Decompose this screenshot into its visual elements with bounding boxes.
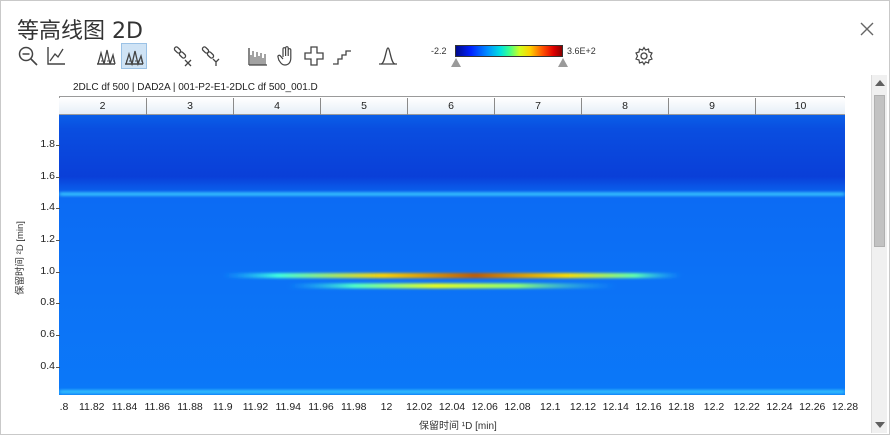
file-label: 2DLC df 500 | DAD2A | 001-P2-E1-2DLC df … [59, 79, 845, 97]
x-tick-label: 11.88 [177, 401, 203, 413]
colorbar-max-slider[interactable] [558, 58, 568, 67]
segment-cell: 2 [59, 98, 147, 115]
heatmap-band [59, 389, 845, 394]
y-tick-mark [56, 303, 60, 305]
segment-cell: 3 [147, 98, 234, 115]
segment-cell: 7 [495, 98, 582, 115]
y-tick-mark [56, 176, 60, 178]
peaks-icon[interactable] [93, 43, 119, 69]
settings-icon[interactable] [631, 43, 657, 69]
y-tick-mark [56, 334, 60, 336]
close-icon[interactable] [859, 21, 875, 37]
y-tick-label: 0.6 [40, 327, 55, 340]
y-tick-mark [56, 145, 60, 147]
x-tick-label: 11.98 [341, 401, 367, 413]
x-tick-label: 12.26 [799, 401, 826, 413]
x-tick-label: 11.96 [308, 401, 334, 413]
y-tick-mark [56, 239, 60, 241]
peaks-selected-icon[interactable] [121, 43, 147, 69]
x-tick-label: 12.12 [569, 401, 597, 413]
cross-icon[interactable] [301, 43, 327, 69]
x-tick-label: 12.22 [733, 401, 760, 413]
x-tick-label: 12.28 [831, 401, 859, 413]
peak-shape-icon[interactable] [375, 43, 401, 69]
y-tick-label: 0.4 [40, 359, 55, 372]
y-tick-mark [56, 366, 60, 368]
x-tick-label: 11.9 [212, 401, 233, 413]
colorbar-min-slider[interactable] [451, 58, 461, 67]
scroll-up-icon[interactable] [875, 80, 885, 86]
x-tick-label: 11.92 [242, 401, 269, 413]
vertical-scrollbar[interactable] [871, 75, 887, 433]
x-tick-label: 12.1 [540, 401, 561, 413]
window-title: 等高线图 2D [17, 19, 143, 44]
spectrum-icon[interactable] [245, 43, 271, 69]
x-tick-label: 12.14 [602, 401, 629, 413]
heatmap[interactable] [59, 115, 845, 395]
link-x-icon[interactable] [169, 43, 195, 69]
scroll-down-icon[interactable] [875, 422, 885, 428]
axis-chart-icon[interactable] [43, 43, 69, 69]
y-tick-label: 1.0 [40, 264, 55, 277]
x-tick-label: 12.18 [668, 401, 695, 413]
y-tick-label: 1.4 [40, 201, 55, 214]
y-tick-label: 1.2 [40, 232, 55, 245]
zoom-out-icon[interactable] [15, 43, 41, 69]
step-icon[interactable] [329, 43, 355, 69]
segment-cell: 6 [408, 98, 495, 115]
colorbar-max-label: 3.6E+2 [567, 46, 596, 56]
segment-cell: 8 [582, 98, 669, 115]
toolbar [15, 43, 715, 71]
x-tick-label: 12.2 [703, 401, 725, 413]
x-tick-label: 12.04 [438, 401, 466, 413]
link-y-icon[interactable] [197, 43, 223, 69]
x-axis-label: 保留时间 ¹D [min] [419, 421, 497, 432]
x-tick-label: 12.16 [635, 401, 662, 413]
segment-cell: 5 [321, 98, 408, 115]
segment-cell: 4 [234, 98, 321, 115]
x-tick-label: 11.86 [144, 401, 171, 413]
segment-cell: 9 [669, 98, 756, 115]
x-tick-label: 12.08 [504, 401, 531, 413]
y-tick-label: 1.6 [40, 169, 55, 182]
y-tick-mark [56, 271, 60, 273]
y-tick-label: 1.8 [40, 138, 55, 151]
x-tick-label: 12 [380, 401, 393, 413]
heatmap-background [59, 115, 845, 395]
x-tick-label: 12.24 [766, 401, 793, 413]
y-axis-label: 保留时间 ²D [min] [15, 221, 26, 295]
heatmap-band [288, 283, 616, 289]
segment-cell: 10 [794, 100, 807, 112]
colorbar-min-label: -2.2 [431, 46, 447, 56]
x-tick-label: .8 [59, 401, 69, 413]
x-tick-label: 12.02 [406, 401, 433, 413]
x-tick-label: 11.84 [111, 401, 138, 413]
hand-icon[interactable] [273, 43, 299, 69]
x-tick-label: 11.82 [79, 401, 105, 413]
segment-row: 2 3 4 5 6 7 8 9 10 [59, 98, 845, 115]
heatmap-band [222, 273, 682, 279]
y-tick-label: 0.8 [40, 296, 55, 309]
heatmap-band [59, 192, 845, 197]
x-tick-label: 11.94 [275, 401, 302, 413]
colorbar [455, 45, 563, 57]
y-tick-mark [56, 208, 60, 210]
scroll-thumb[interactable] [874, 95, 885, 247]
x-tick-label: 12.06 [471, 401, 498, 413]
